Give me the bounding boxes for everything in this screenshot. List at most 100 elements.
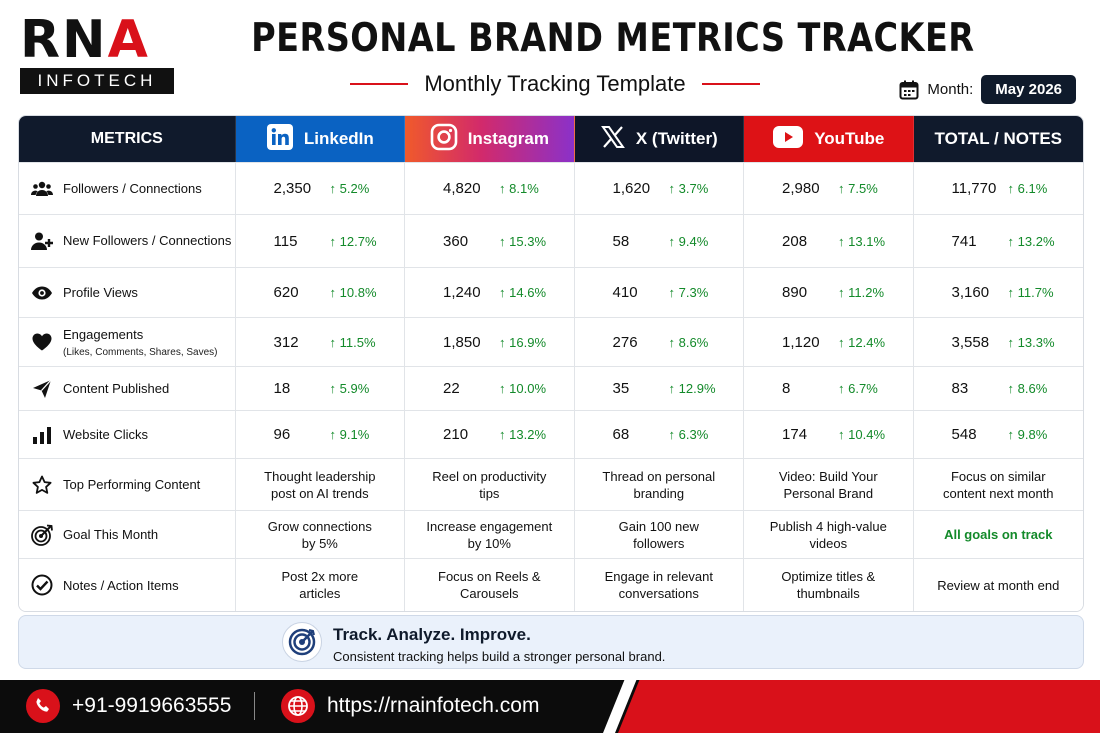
metric-value: 890 [782,284,808,301]
month-value: May 2026 [981,75,1076,104]
value-cell-total: 741 ↑ 13.2% [914,215,1083,267]
value-cell-youtube: 1,120 ↑ 12.4% [744,318,914,366]
paper-plane-icon [31,378,53,400]
check-circle-icon [31,574,53,596]
subtitle-block: Monthly Tracking Template [330,70,780,98]
value-cell-linkedin: 115 ↑ 12.7% [236,215,406,267]
metric-value: 8 [782,380,791,397]
value-cell-x: 68 ↑ 6.3% [575,411,745,458]
metric-value: 360 [443,232,469,250]
value-cell-x: 58 ↑ 9.4% [575,215,745,267]
column-header-x: X (Twitter) [574,116,745,162]
metric-change: ↑ 6.1% [1007,181,1048,196]
table-row: Goal This Month Grow connections by 5% In… [19,510,1083,558]
value-cell-instagram: 1,240 ↑ 14.6% [405,268,575,317]
subtitle-rule-left [350,83,409,85]
phone-number[interactable]: +91-9919663555 [72,694,232,717]
column-header-linkedin: LinkedIn [235,116,406,162]
metric-value: 96 [273,426,291,443]
website-url[interactable]: https://rnainfotech.com [327,694,540,717]
linkedin-icon [266,123,294,156]
metric-label: Content Published [63,380,170,396]
brand-logo: RNA INFOTECH [20,14,174,94]
value-cell-x: 410 ↑ 7.3% [575,268,745,317]
value-cell-linkedin: 312 ↑ 11.5% [236,318,406,366]
metric-change: ↑ 5.9% [329,381,370,396]
value-cell-instagram: 22 ↑ 10.0% [405,367,575,410]
logo-subtitle: INFOTECH [20,68,174,94]
metric-value: 58 [612,232,630,250]
metric-value: 22 [443,380,460,397]
value-cell-youtube: 208 ↑ 13.1% [744,215,914,267]
value-cell-total: 548 ↑ 9.8% [914,411,1083,458]
metric-change: ↑ 10.0% [499,381,547,396]
note-cell-total: Review at month end [937,577,1060,593]
star-icon [31,474,53,496]
metric-change: ↑ 11.7% [1007,285,1054,300]
metric-change: ↑ 16.9% [499,334,547,350]
bar-chart-icon [31,424,53,446]
note-cell-youtube: Video: Build Your Personal Brand [744,459,914,510]
footer-phone[interactable]: +91-9919663555 [26,689,231,723]
metric-label-cell: Profile Views [19,268,236,317]
metric-value: 83 [951,380,969,397]
column-header-youtube: YouTube [744,116,914,162]
value-cell-total: 11,770 ↑ 6.1% [914,163,1083,214]
page-subtitle: Monthly Tracking Template [424,71,686,96]
metric-value: 1,120 [782,333,820,351]
metric-change: ↑ 9.8% [1007,427,1048,442]
metric-label: Followers / Connections [63,180,202,196]
metric-label: Engagements (Likes, Comments, Shares, Sav… [63,327,218,358]
table-row: Engagements (Likes, Comments, Shares, Sav… [19,317,1083,366]
metric-value: 410 [612,284,638,301]
value-cell-x: 35 ↑ 12.9% [575,367,745,410]
metric-value: 3,558 [951,333,990,351]
metric-sublabel: (Likes, Comments, Shares, Saves) [63,347,218,358]
metric-change: ↑ 8.6% [1007,381,1048,396]
banner-text: Consistent tracking helps build a strong… [333,649,666,664]
value-cell-instagram: 1,850 ↑ 16.9% [405,318,575,366]
metric-change: ↑ 14.6% [499,285,547,300]
footer-website[interactable]: https://rnainfotech.com [281,689,539,723]
metric-value: 741 [951,232,977,250]
footer-separator [254,692,255,720]
month-label: Month: [927,81,974,98]
add-user-icon [31,230,53,252]
metric-change: ↑ 13.2% [499,427,547,442]
phone-icon [26,689,60,723]
value-cell-total: 83 ↑ 8.6% [914,367,1083,410]
metric-change: ↑ 13.2% [1007,233,1055,249]
value-cell-x: 276 ↑ 8.6% [575,318,745,366]
metric-value: 1,240 [443,284,481,301]
note-cell-linkedin: Post 2x more articles [236,559,406,611]
metric-value: 276 [612,333,638,351]
metric-value: 11,770 [951,180,997,197]
metric-value: 35 [612,380,630,397]
subtitle-rule-right [701,83,760,85]
metric-change: ↑ 8.1% [499,181,539,196]
target-icon [282,622,322,662]
metric-change: ↑ 13.1% [838,233,886,249]
column-header-instagram: Instagram [405,116,575,162]
metric-value: 4,820 [443,180,481,197]
note-cell-youtube: Optimize titles & thumbnails [744,559,914,611]
note-cell-linkedin: Thought leadership post on AI trends [236,459,406,510]
eye-icon [31,282,53,304]
note-cell-total: Focus on similar content next month [942,468,1054,501]
metric-change: ↑ 11.2% [838,285,885,300]
note-cell-x: Engage in relevant conversations [575,559,745,611]
metric-label-cell: New Followers / Connections [19,215,236,267]
metric-change: ↑ 6.3% [668,427,709,442]
metric-value: 620 [273,284,299,301]
metric-label: Website Clicks [63,426,149,442]
metric-label: Top Performing Content [63,477,201,492]
metric-value: 548 [951,426,977,443]
note-cell-linkedin: Grow connections by 5% [236,511,406,558]
metric-change: ↑ 11.5% [329,334,376,350]
metric-change: ↑ 7.5% [838,181,878,196]
table-row: Website Clicks 96 ↑ 9.1% 210 ↑ 13.2% 68 … [19,410,1083,458]
metric-label-cell: Followers / Connections [19,163,236,214]
metric-value: 1,620 [612,180,651,197]
metric-value: 208 [782,232,808,250]
table-row: Profile Views 620 ↑ 10.8% 1,240 ↑ 14.6% … [19,267,1083,317]
